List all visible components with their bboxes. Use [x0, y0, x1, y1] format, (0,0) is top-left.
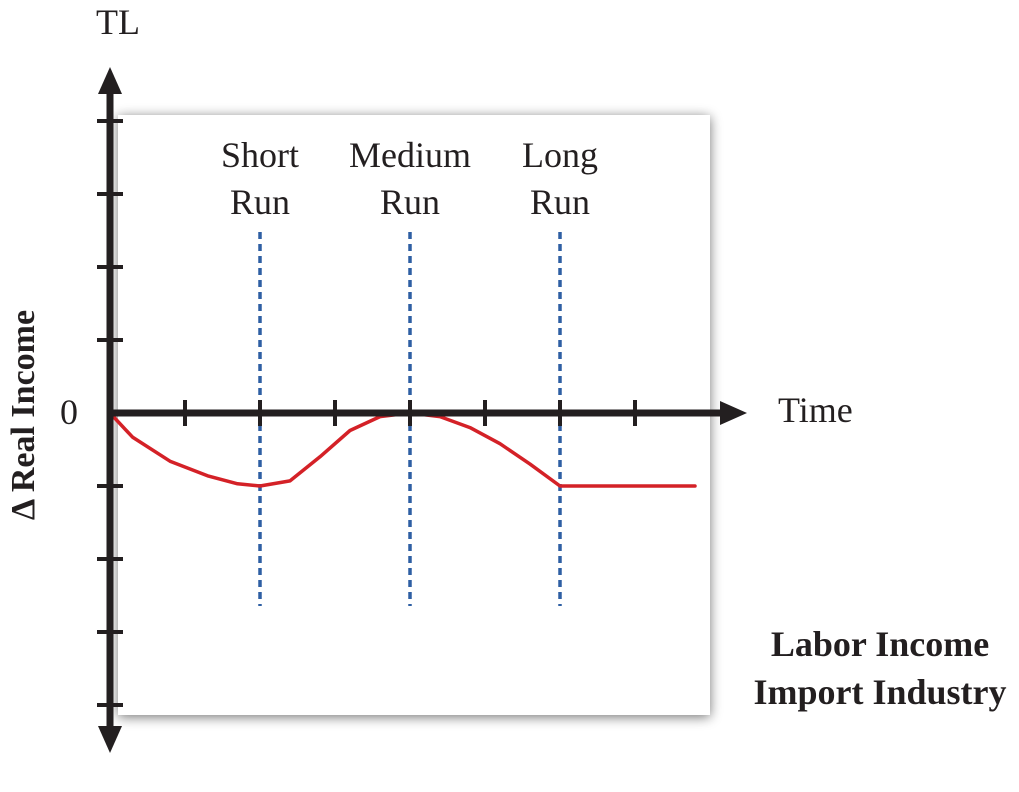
- y-axis-label: Δ Real Income: [5, 310, 42, 520]
- origin-zero-label: 0: [60, 392, 78, 432]
- y-axis-top-label: TL: [96, 2, 140, 42]
- period-label-line1: Long: [522, 135, 598, 175]
- x-axis-label: Time: [778, 390, 853, 430]
- period-label-line1: Short: [221, 135, 299, 175]
- period-labels-group: Short Run Medium Run Long Run: [221, 135, 598, 222]
- period-label-line2: Run: [230, 182, 290, 222]
- y-axis-arrow-up: [98, 67, 122, 94]
- y-axis-arrow-down: [98, 726, 122, 753]
- ticks-group: [97, 119, 637, 707]
- annotation-line-1: Labor Income: [771, 624, 989, 664]
- period-label-line2: Run: [530, 182, 590, 222]
- annotation-line-2: Import Industry: [753, 672, 1006, 712]
- period-label-line2: Run: [380, 182, 440, 222]
- period-label-line1: Medium: [349, 135, 471, 175]
- x-axis-arrow: [720, 401, 747, 425]
